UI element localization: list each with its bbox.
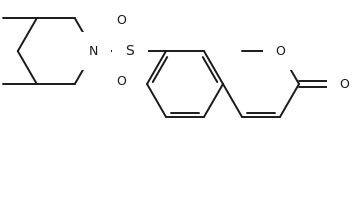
- Text: O: O: [339, 78, 349, 91]
- Text: S: S: [126, 44, 134, 58]
- Text: O: O: [116, 75, 126, 88]
- Text: O: O: [116, 14, 126, 27]
- Text: N: N: [89, 45, 98, 58]
- Text: O: O: [275, 45, 285, 58]
